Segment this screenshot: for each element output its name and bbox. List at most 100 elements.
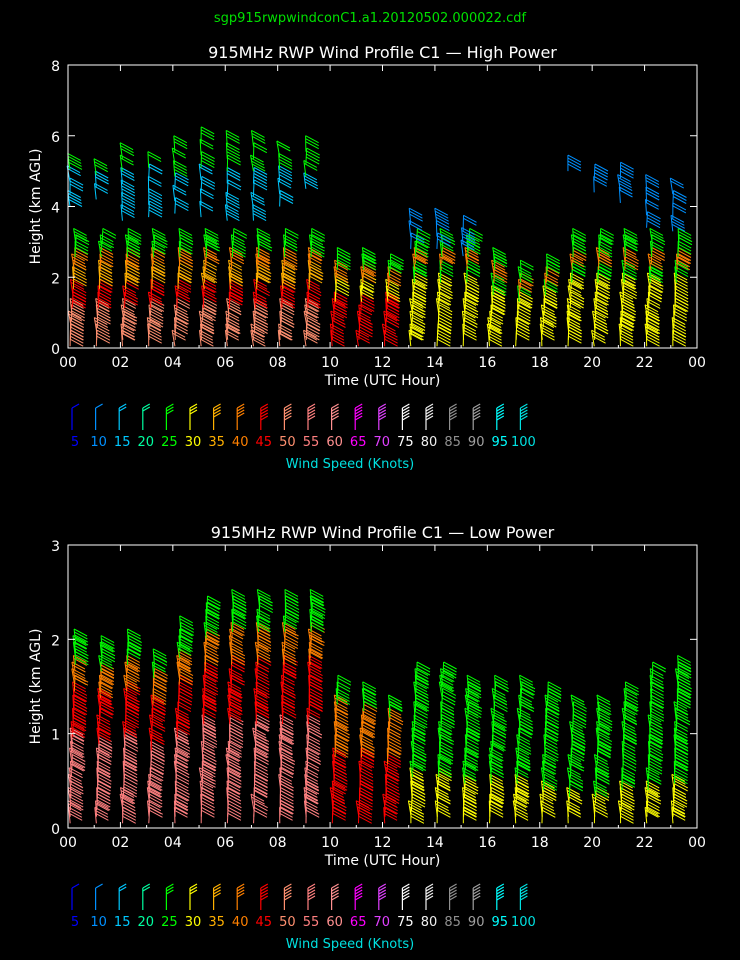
panel-low-power: 915MHz RWP Wind Profile C1 — Low Power00…: [28, 523, 706, 952]
wind-barb: [356, 310, 372, 328]
wind-barb: [73, 227, 88, 245]
wind-barb: [646, 211, 661, 229]
legend-barb-symbol: [519, 883, 528, 910]
wind-barb: [620, 310, 635, 328]
wind-barb: [597, 701, 612, 718]
legend-label: 85: [444, 915, 461, 930]
legend-title: Wind Speed (Knots): [286, 937, 414, 952]
wind-barb: [173, 760, 189, 778]
legend-barb-symbol: [331, 403, 339, 430]
wind-barb: [434, 787, 451, 804]
wind-barb: [124, 661, 140, 679]
wind-barb: [255, 253, 271, 271]
wind-barb: [200, 793, 215, 811]
wind-barb: [619, 291, 635, 309]
wind-barb: [255, 272, 270, 289]
wind-barb: [622, 234, 638, 252]
wind-barb: [649, 674, 665, 692]
wind-barb: [462, 767, 477, 784]
wind-barb: [202, 278, 217, 296]
wind-barb: [225, 191, 240, 209]
wind-barb: [250, 154, 266, 172]
wind-barb: [252, 310, 268, 328]
wind-barb: [200, 126, 215, 143]
panels-group: 915MHz RWP Wind Profile C1 — High Power 0…: [28, 43, 706, 952]
wind-barb: [515, 747, 531, 765]
legend-barb-symbol: [449, 883, 457, 910]
wind-barb: [278, 740, 294, 758]
wind-barb: [647, 754, 662, 771]
legend-barb-symbol: [118, 883, 127, 910]
wind-barb: [520, 687, 534, 705]
wind-barb: [462, 323, 477, 340]
legend-label: 5: [71, 435, 79, 450]
x-tick-label: 06: [216, 355, 234, 371]
wind-barb: [173, 727, 190, 745]
wind-barb: [673, 701, 689, 718]
wind-barb: [387, 707, 402, 725]
wind-barb: [618, 186, 633, 203]
wind-barb: [595, 727, 610, 745]
wind-barb: [387, 720, 402, 738]
wind-barb: [462, 773, 478, 791]
wind-barb: [440, 668, 455, 685]
legend-label: 70: [374, 435, 391, 450]
wind-barb: [149, 714, 164, 731]
wind-barb: [515, 317, 530, 334]
wind-barb: [304, 780, 320, 797]
wind-barb: [148, 163, 163, 180]
y-tick-label: 6: [51, 130, 60, 146]
x-tick-label: 10: [321, 835, 339, 851]
wind-barb: [226, 767, 241, 784]
wind-barb: [96, 720, 112, 738]
wind-barb: [621, 272, 637, 290]
legend-barb-symbol: [165, 883, 174, 910]
wind-barb: [410, 232, 425, 249]
wind-barb: [200, 151, 215, 169]
wind-barb: [435, 773, 451, 791]
wind-barb: [124, 259, 140, 277]
wind-barb: [408, 207, 423, 225]
wind-barb: [255, 681, 270, 699]
wind-barb: [95, 747, 111, 765]
wind-barb: [304, 297, 320, 315]
wind-barb: [278, 165, 293, 183]
wind-barb: [147, 151, 162, 168]
wind-barb: [303, 329, 318, 347]
legend-barb-symbol: [401, 883, 410, 910]
wind-barb: [488, 760, 504, 778]
wind-barb: [670, 800, 686, 818]
wind-barb: [225, 747, 241, 764]
panel-high-power: 915MHz RWP Wind Profile C1 — High Power 0…: [28, 43, 706, 472]
legend-barb-symbol: [283, 403, 292, 430]
wind-barb: [199, 188, 214, 205]
wind-barb: [251, 129, 266, 147]
wind-barb: [281, 272, 296, 290]
wind-barb: [201, 714, 217, 732]
wind-barb: [73, 628, 89, 646]
wind-barb: [545, 266, 560, 283]
x-tick-label: 16: [478, 835, 496, 851]
wind-barb: [408, 220, 423, 237]
wind-barb: [199, 317, 215, 334]
legend-barb-symbol: [260, 403, 269, 430]
wind-barb: [256, 234, 272, 251]
wind-barb: [360, 714, 376, 731]
wind-barb: [120, 167, 135, 184]
wind-barb: [464, 253, 480, 270]
wind-barb: [592, 310, 607, 328]
wind-barb: [488, 800, 503, 817]
wind-barb: [232, 227, 248, 245]
speed-legend: 5 10 15 20 25 30 35 40 45 50 55 60 65 70 75 80 85 90 95 100…: [71, 883, 536, 952]
wind-barb: [224, 204, 240, 222]
wind-barb: [202, 707, 217, 725]
wind-barb: [437, 278, 452, 296]
x-tick-label: 16: [478, 355, 496, 371]
wind-barb: [409, 767, 425, 784]
wind-barb: [71, 253, 87, 271]
wind-barb: [594, 291, 609, 309]
legend-barb-symbol: [425, 883, 434, 910]
wind-barb: [332, 754, 347, 771]
x-tick-label: 08: [269, 835, 287, 851]
y-tick-label: 2: [51, 271, 60, 287]
